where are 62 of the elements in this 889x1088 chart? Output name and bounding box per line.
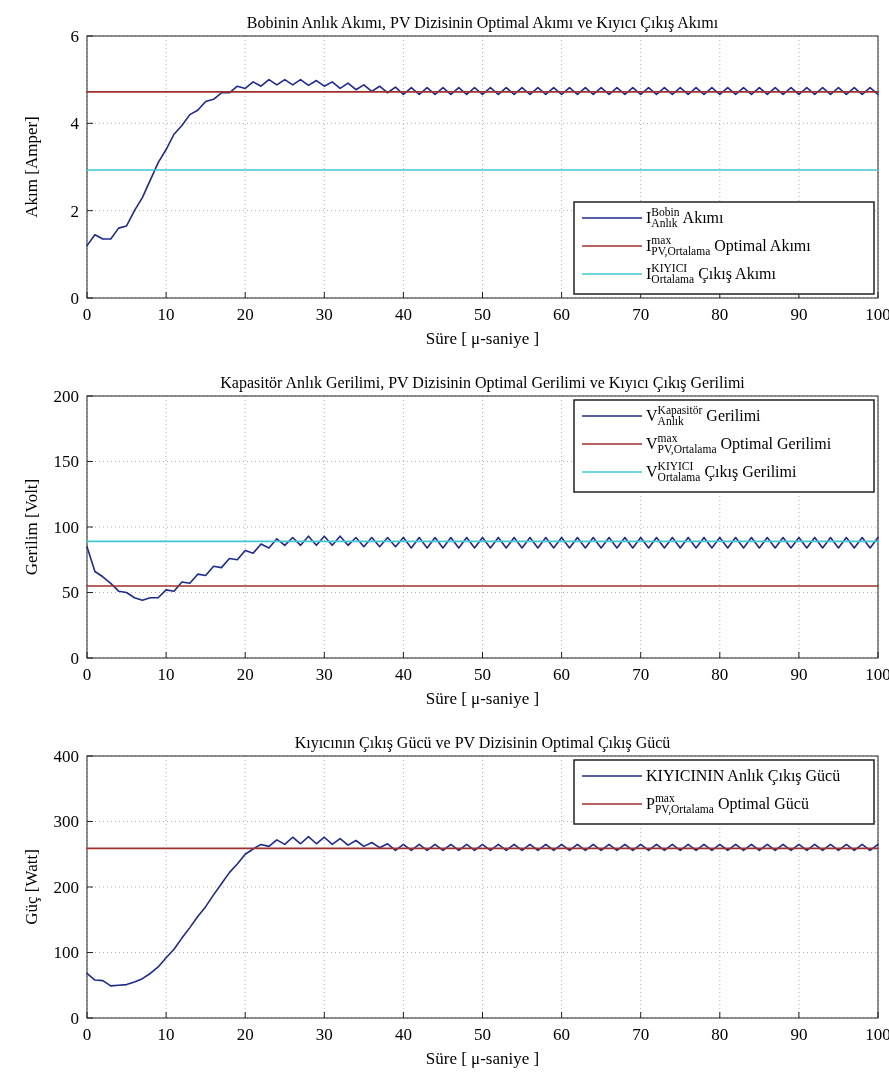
y-tick-label: 200 [53,877,79,897]
y-tick-label: 100 [53,943,79,963]
y-tick-label: 0 [70,1008,79,1028]
x-tick-label: 0 [82,305,92,324]
x-tick-label: 40 [394,1025,412,1044]
x-tick-label: 0 [82,665,92,684]
x-tick-label: 20 [236,305,254,324]
x-tick-label: 70 [632,1025,650,1044]
x-tick-label: 30 [315,305,333,324]
y-tick-label: 200 [53,386,79,406]
x-tick-label: 80 [711,665,729,684]
legend-label: P$^{max}$$_{PV,Ortalama}$ Optimal Gücü [646,792,809,817]
x-tick-label: 90 [790,665,808,684]
x-tick-label: 90 [790,305,808,324]
y-tick-label: 300 [53,812,79,832]
x-tick-label: 10 [157,305,175,324]
y-axis-title: Güç [Watt] [22,849,41,925]
chart-title: Kapasitör Anlık Gerilimi, PV Dizisinin Optimal Gerilimi ve Kıyıcı Çıkış Gerilimi [220,374,746,392]
x-tick-label: 70 [632,305,650,324]
x-axis-title: Süre [ μ-saniye ] [425,1049,540,1068]
x-tick-label: 10 [157,1025,175,1044]
legend-label: I$^{KIYICI}$$_{Ortalama}$ Çıkış Akımı [646,262,777,286]
line-series [86,835,879,987]
x-tick-label: 0 [82,1025,92,1044]
legend-label: I$^{Bobin}$$_{Anlık}$ Akımı [646,206,725,230]
y-tick-label: 0 [70,288,79,308]
y-tick-label: 0 [70,648,79,668]
x-tick-label: 50 [474,1025,491,1044]
x-tick-label: 20 [236,665,254,684]
y-tick-label: 100 [53,517,79,537]
x-tick-label: 60 [553,665,571,684]
x-tick-label: 90 [790,1025,808,1044]
x-tick-label: 50 [474,665,491,684]
legend-label: KIYICININ Anlık Çıkış Gücü [646,767,841,785]
y-tick-label: 6 [70,26,79,46]
y-tick-label: 400 [53,746,79,766]
line-series [86,535,879,602]
x-axis-title: Süre [ μ-saniye ] [425,689,540,708]
x-tick-label: 30 [315,1025,333,1044]
x-tick-label: 40 [394,665,412,684]
x-tick-label: 70 [632,665,650,684]
x-tick-label: 80 [711,305,729,324]
x-tick-label: 40 [394,305,412,324]
y-tick-label: 50 [62,583,79,603]
x-tick-label: 80 [711,1025,729,1044]
legend-label: V$^{max}$$_{PV,Ortalama}$ Optimal Gerilimi [646,432,832,457]
x-tick-label: 10 [157,665,175,684]
x-tick-label: 60 [553,305,571,324]
x-axis-title: Süre [ μ-saniye ] [425,329,540,348]
y-tick-label: 4 [70,114,80,134]
y-axis-title: Gerilim [Volt] [22,478,41,576]
x-tick-label: 60 [553,1025,571,1044]
legend-label: V$^{KIYICI}$$_{Ortalama}$ Çıkış Gerilimi [646,460,797,484]
x-tick-label: 30 [315,665,333,684]
legend-label: I$^{max}$$_{PV,Ortalama}$ Optimal Akımı [646,234,812,259]
y-tick-label: 150 [53,452,79,472]
x-tick-label: 20 [236,1025,254,1044]
y-axis-title: Akım [Amper] [22,116,41,218]
x-tick-label: 50 [474,305,491,324]
chart-title: Bobinin Anlık Akımı, PV Dizisinin Optimal Akımı ve Kıyıcı Çıkış Akımı [246,14,719,32]
chart-title: Kıyıcının Çıkış Gücü ve PV Dizisinin Optimal Çıkış Gücü [294,734,671,752]
y-tick-label: 2 [70,201,79,221]
